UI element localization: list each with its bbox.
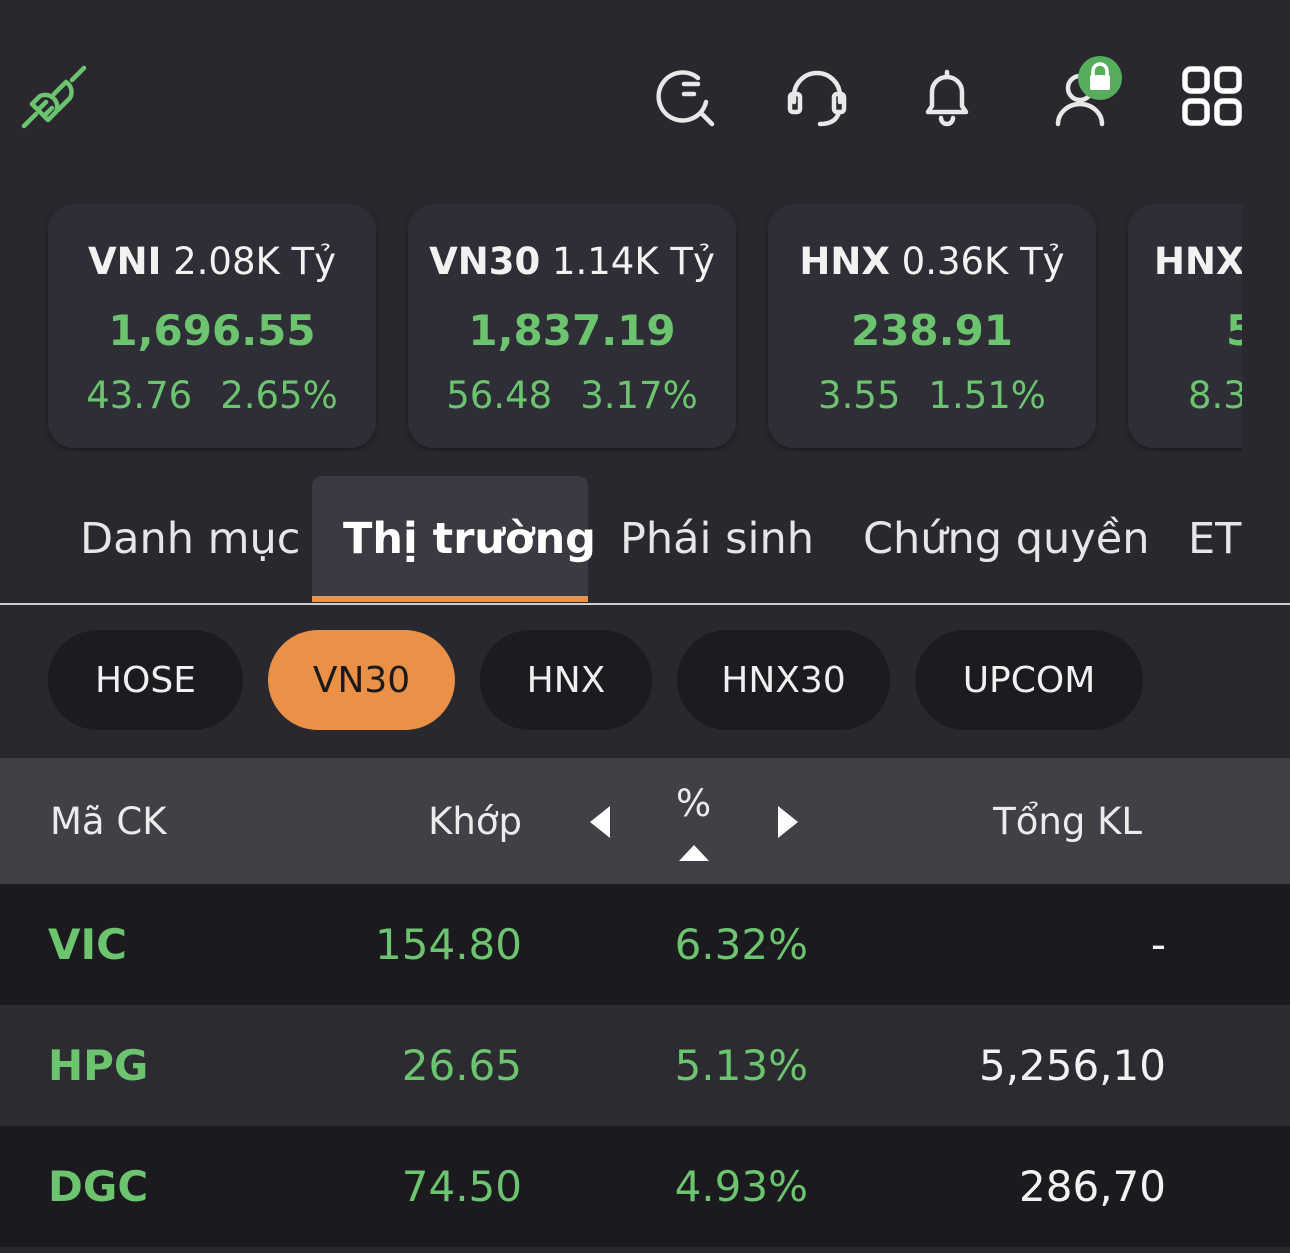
index-price: 1,837.19	[468, 306, 676, 355]
index-card-hnx[interactable]: HNX 0.36K Tỷ 238.91 3.55 1.51%	[768, 204, 1096, 448]
row-symbol: VIC	[48, 920, 127, 969]
row-volume: 286,70	[1019, 1162, 1166, 1211]
index-change: 43.76 2.65%	[48, 374, 376, 417]
row-volume: 5,256,10	[978, 1041, 1166, 1090]
exchange-filter: HOSE VN30 HNX HNX30 UPCOM	[0, 630, 1290, 730]
table-row[interactable]: DGC 74.50 4.93% 286,70	[0, 1126, 1290, 1247]
plug-connected-icon[interactable]	[20, 64, 88, 132]
header-price[interactable]: Khớp	[428, 800, 522, 843]
table-header: Mã CK Khớp % Tổng KL	[0, 758, 1290, 884]
index-card-vni[interactable]: VNI 2.08K Tỷ 1,696.55 43.76 2.65%	[48, 204, 376, 448]
index-value: 2.08K Tỷ	[173, 240, 337, 283]
index-change: 56.48 3.17%	[408, 374, 736, 417]
exchange-pill-hnx30[interactable]: HNX30	[677, 630, 890, 730]
row-price: 154.80	[375, 920, 522, 969]
index-title: VNI 2.08K Tỷ	[48, 240, 376, 283]
index-change-pct: 2.65%	[220, 374, 338, 417]
tab-phai-sinh[interactable]: Phái sinh	[620, 514, 815, 564]
sort-ascending-icon[interactable]	[678, 844, 710, 862]
tab-etf[interactable]: ET	[1188, 514, 1242, 564]
index-change-value: 8.3	[1188, 374, 1242, 417]
index-change-pct: 3.17%	[580, 374, 698, 417]
index-name: HNX3	[1154, 240, 1242, 283]
index-price: 1,696.55	[108, 306, 316, 355]
top-bar	[0, 0, 1290, 190]
exchange-pill-upcom[interactable]: UPCOM	[915, 630, 1143, 730]
index-value: 1.14K Tỷ	[551, 240, 715, 283]
row-pct: 6.32%	[674, 920, 808, 969]
index-price: 238.91	[850, 306, 1014, 355]
index-change: 3.55 1.51%	[768, 374, 1096, 417]
row-pct: 4.93%	[674, 1162, 808, 1211]
exchange-pill-hose[interactable]: HOSE	[48, 630, 243, 730]
index-price: 5	[1226, 306, 1242, 355]
index-change-pct: 1.51%	[928, 374, 1046, 417]
tab-divider	[0, 603, 1290, 605]
table-row[interactable]: HPG 26.65 5.13% 5,256,10	[0, 1005, 1290, 1126]
exchange-pill-hnx[interactable]: HNX	[480, 630, 652, 730]
arrow-left-icon[interactable]	[588, 804, 612, 840]
search-icon[interactable]	[652, 64, 718, 130]
index-name: VNI	[87, 240, 162, 283]
index-change-value: 43.76	[86, 374, 193, 417]
index-change-value: 56.48	[446, 374, 553, 417]
index-name: HNX	[799, 240, 890, 283]
row-volume: -	[1150, 920, 1166, 969]
grid-icon[interactable]	[1180, 64, 1246, 130]
index-card-hnx30[interactable]: HNX3 5 8.3	[1128, 204, 1242, 448]
index-cards: VNI 2.08K Tỷ 1,696.55 43.76 2.65% VN30 1.…	[0, 200, 1242, 452]
bell-icon[interactable]	[914, 64, 980, 130]
header-pct[interactable]: %	[676, 782, 712, 825]
lock-badge	[1078, 56, 1122, 100]
index-value: 0.36K Tỷ	[901, 240, 1065, 283]
index-title: HNX 0.36K Tỷ	[768, 240, 1096, 283]
arrow-right-icon[interactable]	[776, 804, 800, 840]
headset-icon[interactable]	[784, 64, 850, 130]
header-symbol[interactable]: Mã CK	[50, 800, 167, 843]
tab-chung-quyen[interactable]: Chứng quyền	[863, 514, 1150, 564]
exchange-pill-vn30[interactable]: VN30	[268, 630, 455, 730]
row-symbol: DGC	[48, 1162, 149, 1211]
index-name: VN30	[429, 240, 541, 283]
active-tab-indicator	[312, 596, 588, 602]
index-title: VN30 1.14K Tỷ	[408, 240, 736, 283]
index-change-value: 3.55	[818, 374, 901, 417]
tab-active-background	[312, 476, 588, 602]
main-tabs: Danh mục Thị trường Phái sinh Chứng quyề…	[0, 476, 1290, 606]
tab-danh-muc[interactable]: Danh mục	[80, 514, 301, 564]
lock-icon	[1090, 62, 1110, 90]
tab-thi-truong[interactable]: Thị trường	[343, 514, 596, 564]
index-title: HNX3	[1154, 240, 1242, 283]
row-price: 74.50	[401, 1162, 522, 1211]
table-row[interactable]: VIC 154.80 6.32% -	[0, 884, 1290, 1005]
index-card-vn30[interactable]: VN30 1.14K Tỷ 1,837.19 56.48 3.17%	[408, 204, 736, 448]
row-price: 26.65	[401, 1041, 522, 1090]
row-symbol: HPG	[48, 1041, 149, 1090]
row-pct: 5.13%	[674, 1041, 808, 1090]
header-volume[interactable]: Tổng KL	[993, 800, 1142, 843]
